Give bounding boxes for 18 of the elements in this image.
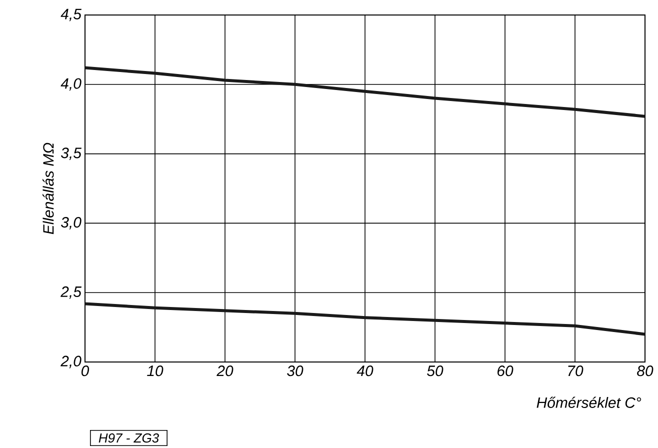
x-tick-label: 20	[216, 366, 234, 376]
x-tick-label: 0	[81, 366, 90, 376]
x-tick-label: 30	[287, 366, 304, 376]
y-tick-label: 3,0	[60, 217, 82, 230]
x-tick-label: 70	[568, 366, 584, 376]
x-tick-label: 40	[356, 366, 374, 376]
text: H97 - ZG3	[98, 433, 159, 443]
y-axis-title: Ellenállás MΩ	[42, 142, 54, 234]
x-axis-title: Hőmérséklet C°	[536, 396, 642, 408]
x-tick-label: 10	[147, 366, 164, 376]
x-tick-label: 50	[426, 366, 444, 376]
x-tick-label: 80	[637, 366, 654, 376]
y-tick-label: 2,5	[60, 286, 82, 299]
x-tick-label: 60	[498, 366, 514, 376]
y-tick-label: 3,5	[60, 148, 82, 160]
y-tick-label: 4,0	[60, 78, 82, 91]
y-tick-label: 4,5	[60, 8, 82, 22]
y-tick-label: 2,0	[60, 356, 82, 368]
